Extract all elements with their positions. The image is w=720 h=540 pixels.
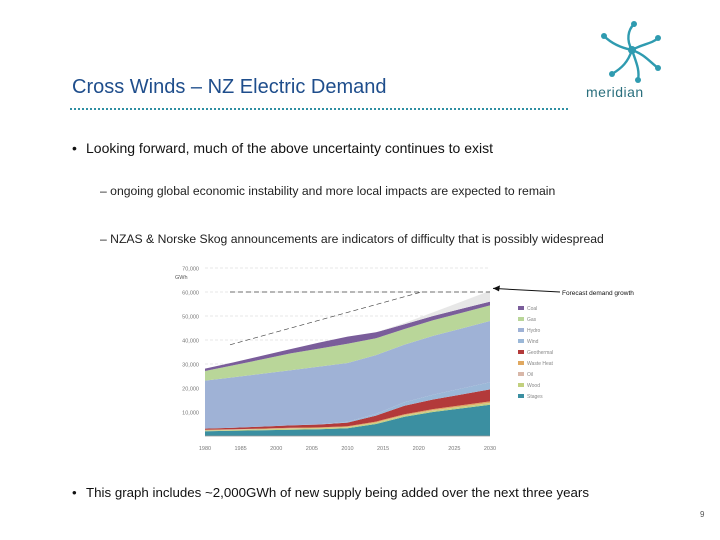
annotation-text: Forecast demand growth [562, 290, 634, 297]
legend-label: Coal [527, 306, 537, 312]
area-series-hydro [205, 321, 490, 429]
legend-swatch [518, 339, 524, 343]
area-series-coal [205, 301, 490, 371]
plot-area: 70,000 60,000 50,000 40,000 30,000 20,000 10,0… [175, 267, 634, 453]
x-tick-label: 2025 [448, 446, 460, 452]
x-tick-label: 2015 [377, 446, 389, 452]
legend-label: Oil [527, 372, 533, 378]
legend-label: Wind [527, 339, 539, 345]
sub-bullet-1: – ongoing global economic instability an… [100, 184, 556, 198]
meridian-logo [582, 18, 682, 106]
demand-area-chart: 70,000 60,000 50,000 40,000 30,000 20,000 10,0… [175, 267, 634, 453]
bullet-1: • Looking forward, much of the above unce… [72, 140, 493, 156]
legend-label: Gas [527, 317, 537, 323]
logo-wordmark: meridian [586, 84, 644, 100]
forecast-trend-line [229, 291, 422, 346]
annotation-arrow [492, 287, 561, 293]
y-tick-label: 40,000 [182, 339, 199, 345]
title-divider [70, 108, 568, 110]
legend-label: Geothermal [527, 350, 553, 356]
sub-bullet-2: – NZAS & Norske Skog announcements are i… [100, 232, 604, 246]
legend-swatch [518, 328, 524, 332]
legend-label: Hydro [527, 328, 541, 334]
y-tick-label: 20,000 [182, 387, 199, 393]
legend-label: Stages [527, 394, 543, 400]
y-tick-label: 70,000 [182, 267, 199, 273]
legend-label: Wood [527, 383, 540, 389]
x-tick-label: 2010 [341, 446, 353, 452]
y-tick-label: 60,000 [182, 291, 199, 297]
legend-swatch [518, 383, 524, 387]
slide-title: Cross Winds – NZ Electric Demand [72, 76, 387, 98]
annotation-arrowhead [493, 285, 500, 292]
bullet-2-text: This graph includes ~2,000GWh of new sup… [86, 485, 590, 500]
area-series-stages [205, 404, 490, 436]
legend-swatch [518, 394, 524, 398]
bullet-2: • This graph includes ~2,000GWh of new su… [72, 485, 589, 500]
bullet-marker: • [72, 140, 77, 156]
bullet-1-text: Looking forward, much of the above uncer… [86, 140, 494, 156]
y-tick-label: 10,000 [182, 411, 199, 417]
legend-swatch [518, 317, 524, 321]
legend-swatch [518, 306, 524, 310]
x-tick-label: 1980 [199, 446, 211, 452]
y-tick-label: 50,000 [182, 315, 199, 321]
x-tick-label: 2000 [270, 446, 282, 452]
bullet-marker: • [72, 485, 77, 500]
legend-swatch [518, 350, 524, 354]
y-tick-label: 30,000 [182, 363, 199, 369]
area-series-gas [205, 305, 490, 381]
y-axis-label: GWh [175, 275, 188, 281]
x-tick-label: 1985 [235, 446, 247, 452]
legend-swatch [518, 372, 524, 376]
x-tick-label: 2005 [306, 446, 318, 452]
legend-label: Waste Heat [527, 361, 554, 367]
x-tick-label: 2030 [484, 446, 496, 452]
x-tick-label: 2020 [413, 446, 425, 452]
page-number: 9 [700, 510, 705, 519]
legend-swatch [518, 361, 524, 365]
